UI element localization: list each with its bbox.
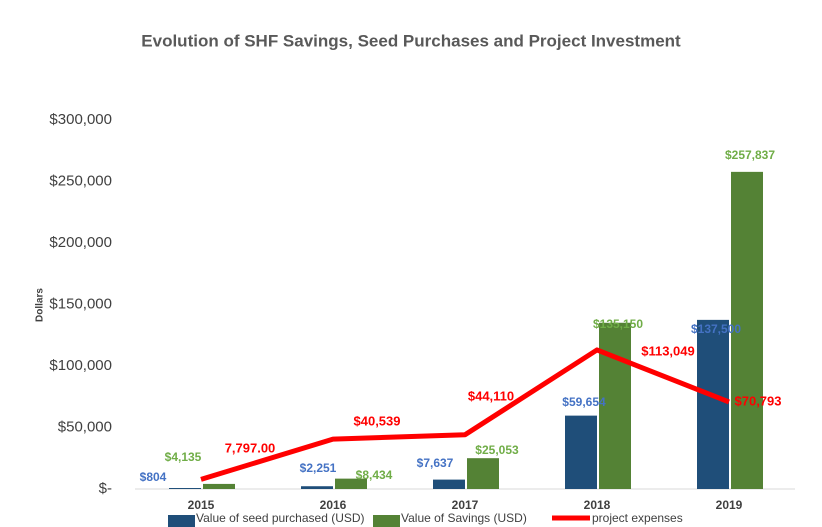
bar <box>731 171 763 490</box>
data-label: $4,135 <box>165 450 202 464</box>
data-label: $25,053 <box>475 443 519 457</box>
y-tick-label: $100,000 <box>49 357 112 374</box>
data-label: $2,251 <box>300 461 337 475</box>
x-tick-label: 2015 <box>188 498 215 512</box>
bar <box>169 488 201 489</box>
bar <box>203 483 235 489</box>
data-label: $135,150 <box>593 317 643 331</box>
legend-swatch <box>373 515 400 527</box>
data-label: 7,797.00 <box>225 440 276 455</box>
y-tick-label: $300,000 <box>49 111 112 128</box>
y-tick-label: $50,000 <box>58 418 112 435</box>
data-label: $70,793 <box>735 393 782 408</box>
bar <box>301 486 333 489</box>
data-label: $40,539 <box>354 413 401 428</box>
legend-label: project expenses <box>592 511 683 525</box>
y-tick-label: $150,000 <box>49 295 112 312</box>
x-tick-label: 2017 <box>452 498 479 512</box>
bar <box>433 479 465 489</box>
data-label: $804 <box>140 470 167 484</box>
bar <box>467 458 499 489</box>
data-label: $8,434 <box>356 468 393 482</box>
legend-label: Value of seed purchased (USD) <box>196 511 365 525</box>
bar <box>697 319 729 489</box>
chart-title: Evolution of SHF Savings, Seed Purchases… <box>141 31 681 50</box>
bar <box>335 478 367 489</box>
legend-label: Value of Savings (USD) <box>401 511 527 525</box>
data-label: $59,654 <box>562 395 606 409</box>
x-tick-label: 2019 <box>716 498 743 512</box>
data-label: $113,049 <box>641 343 695 358</box>
x-tick-label: 2018 <box>584 498 611 512</box>
legend-swatch <box>168 515 195 527</box>
data-label: $137,500 <box>691 322 741 336</box>
y-tick-label: $- <box>99 480 112 497</box>
data-label: $7,637 <box>417 456 454 470</box>
bar <box>565 415 597 489</box>
data-label: $257,837 <box>725 148 775 162</box>
data-label: $44,110 <box>468 388 514 403</box>
x-tick-label: 2016 <box>320 498 347 512</box>
y-tick-label: $250,000 <box>49 172 112 189</box>
line <box>200 347 730 482</box>
y-tick-label: $200,000 <box>49 234 112 251</box>
y-axis-label: Dollars <box>35 288 46 322</box>
